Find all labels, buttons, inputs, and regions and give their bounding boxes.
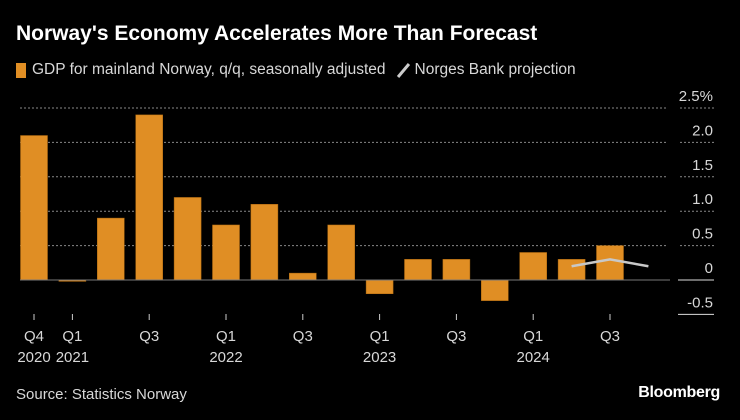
legend: GDP for mainland Norway, q/q, seasonally… [16, 61, 576, 79]
bar-q3-2022 [289, 272, 317, 281]
bloomberg-logo: Bloomberg [638, 384, 720, 401]
bar-q4-2022 [327, 224, 355, 281]
x-tick-year: 2020 [17, 349, 50, 366]
chart-title: Norway's Economy Accelerates More Than F… [16, 22, 538, 45]
bar-q1-2024 [519, 252, 547, 281]
x-tick-label: Q1 [62, 328, 82, 345]
bar-q2-2021 [97, 217, 125, 281]
bar-q3-2021 [135, 114, 163, 281]
bar-q2-2024 [557, 259, 586, 281]
x-tick-label: Q3 [293, 328, 313, 345]
x-tick-label: Q4 [24, 328, 44, 345]
legend-line-label: Norges Bank projection [414, 61, 576, 78]
y-tick-label: 2.0 [692, 122, 713, 139]
source-note: Source: Statistics Norway [16, 386, 187, 403]
bar-q2-2023 [404, 259, 432, 281]
x-tick-label: Q1 [370, 328, 390, 345]
bar-q2-2022 [250, 204, 279, 281]
y-tick-label: 0 [705, 260, 713, 277]
bar-q1-2023 [365, 279, 394, 295]
projection-line [571, 258, 649, 268]
bar-q3-2024 [596, 245, 624, 281]
x-tick-label: Q1 [216, 328, 236, 345]
bar-q3-2023 [442, 259, 471, 281]
x-tick-label: Q3 [600, 328, 620, 345]
y-tick-label: -0.5 [687, 294, 713, 311]
legend-bar-label: GDP for mainland Norway, q/q, seasonally… [32, 61, 386, 78]
x-tick-label: Q3 [446, 328, 466, 345]
x-tick-year: 2023 [363, 349, 396, 366]
y-tick-label: 1.5 [692, 157, 713, 174]
bar-q4-2021 [173, 197, 202, 281]
bar-q4-2020 [20, 135, 48, 281]
x-tick-year: 2022 [209, 349, 242, 366]
x-tick-label: Q1 [523, 328, 543, 345]
y-tick-label: 0.5 [692, 226, 713, 243]
x-tick-year: 2021 [56, 349, 89, 366]
bar-q1-2022 [212, 224, 240, 281]
x-tick-label: Q3 [139, 328, 159, 345]
legend-bar-swatch [16, 62, 26, 78]
y-tick-label: 1.0 [692, 191, 713, 208]
y-tick-label: 2.5% [679, 88, 713, 105]
bar-q4-2023 [481, 279, 509, 301]
x-tick-year: 2024 [517, 349, 550, 366]
